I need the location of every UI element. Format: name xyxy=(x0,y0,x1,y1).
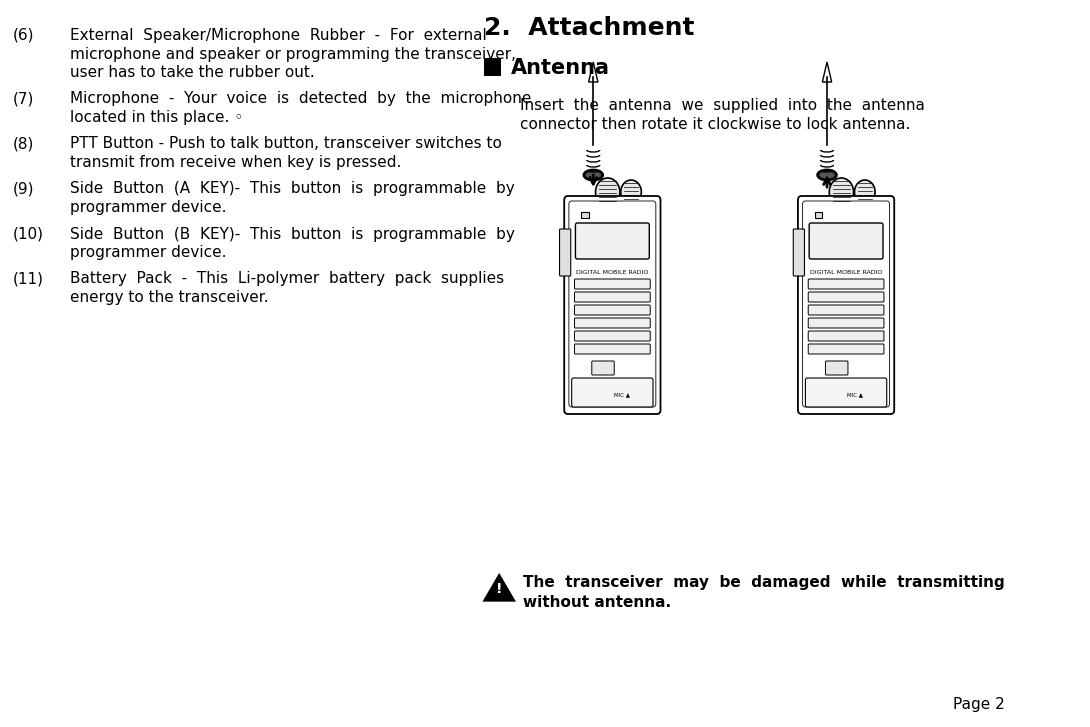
Bar xyxy=(484,58,501,76)
FancyBboxPatch shape xyxy=(574,292,651,302)
Text: DIGITAL MOBILE RADIO: DIGITAL MOBILE RADIO xyxy=(577,270,649,275)
FancyBboxPatch shape xyxy=(565,196,661,414)
Text: (10): (10) xyxy=(13,227,44,241)
Text: PTT Button - Push to talk button, transceiver switches to: PTT Button - Push to talk button, transc… xyxy=(70,137,502,151)
Ellipse shape xyxy=(829,178,853,206)
Text: Insert  the  antenna  we  supplied  into  the  antenna: Insert the antenna we supplied into the … xyxy=(520,98,924,113)
Text: DIGITAL MOBILE RADIO: DIGITAL MOBILE RADIO xyxy=(810,270,882,275)
Text: Page 2: Page 2 xyxy=(954,697,1005,712)
Text: programmer device.: programmer device. xyxy=(70,245,227,260)
Text: Microphone  -  Your  voice  is  detected  by  the  microphone: Microphone - Your voice is detected by t… xyxy=(70,92,532,106)
Ellipse shape xyxy=(818,170,836,180)
FancyBboxPatch shape xyxy=(574,331,651,341)
Text: !: ! xyxy=(496,582,502,596)
Ellipse shape xyxy=(584,170,603,180)
Text: without antenna.: without antenna. xyxy=(523,595,671,610)
Text: MIC ▲: MIC ▲ xyxy=(614,392,630,397)
Polygon shape xyxy=(822,62,832,82)
FancyBboxPatch shape xyxy=(574,318,651,328)
FancyBboxPatch shape xyxy=(574,344,651,354)
Polygon shape xyxy=(484,575,514,601)
FancyBboxPatch shape xyxy=(592,361,615,375)
Text: connector then rotate it clockwise to lock antenna.: connector then rotate it clockwise to lo… xyxy=(520,117,910,132)
Ellipse shape xyxy=(855,180,875,204)
Text: Antenna: Antenna xyxy=(510,58,609,78)
Text: Battery  Pack  -  This  Li-polymer  battery  pack  supplies: Battery Pack - This Li-polymer battery p… xyxy=(70,271,505,286)
FancyBboxPatch shape xyxy=(808,344,884,354)
FancyBboxPatch shape xyxy=(808,305,884,315)
Polygon shape xyxy=(589,62,598,82)
Text: energy to the transceiver.: energy to the transceiver. xyxy=(70,290,269,305)
FancyBboxPatch shape xyxy=(794,229,804,276)
FancyBboxPatch shape xyxy=(808,331,884,341)
Text: Side  Button  (B  KEY)-  This  button  is  programmable  by: Side Button (B KEY)- This button is prog… xyxy=(70,227,514,241)
Text: (6): (6) xyxy=(13,28,35,43)
Text: programmer device.: programmer device. xyxy=(70,200,227,215)
FancyBboxPatch shape xyxy=(808,292,884,302)
Text: The  transceiver  may  be  damaged  while  transmitting: The transceiver may be damaged while tra… xyxy=(523,575,1005,590)
Text: External  Speaker/Microphone  Rubber  -  For  external: External Speaker/Microphone Rubber - For… xyxy=(70,28,487,43)
FancyBboxPatch shape xyxy=(559,229,571,276)
FancyBboxPatch shape xyxy=(798,196,894,414)
Text: located in this place. ◦: located in this place. ◦ xyxy=(70,110,243,125)
FancyBboxPatch shape xyxy=(806,378,887,407)
Text: MIC ▲: MIC ▲ xyxy=(847,392,863,397)
FancyBboxPatch shape xyxy=(571,378,653,407)
Text: user has to take the rubber out.: user has to take the rubber out. xyxy=(70,65,315,80)
FancyBboxPatch shape xyxy=(574,279,651,289)
Bar xyxy=(581,212,589,218)
Text: (7): (7) xyxy=(13,92,35,106)
FancyBboxPatch shape xyxy=(808,279,884,289)
Text: microphone and speaker or programming the transceiver,: microphone and speaker or programming th… xyxy=(70,47,517,62)
FancyBboxPatch shape xyxy=(809,223,883,259)
Bar xyxy=(814,212,822,218)
Text: Side  Button  (A  KEY)-  This  button  is  programmable  by: Side Button (A KEY)- This button is prog… xyxy=(70,182,514,196)
FancyBboxPatch shape xyxy=(574,305,651,315)
Text: (9): (9) xyxy=(13,182,35,196)
Ellipse shape xyxy=(621,180,641,204)
FancyBboxPatch shape xyxy=(576,223,650,259)
FancyBboxPatch shape xyxy=(825,361,848,375)
FancyBboxPatch shape xyxy=(808,318,884,328)
Text: (8): (8) xyxy=(13,137,35,151)
Text: transmit from receive when key is pressed.: transmit from receive when key is presse… xyxy=(70,155,401,170)
Text: (11): (11) xyxy=(13,271,44,286)
Text: 2.  Attachment: 2. Attachment xyxy=(484,16,694,40)
Ellipse shape xyxy=(595,178,620,206)
